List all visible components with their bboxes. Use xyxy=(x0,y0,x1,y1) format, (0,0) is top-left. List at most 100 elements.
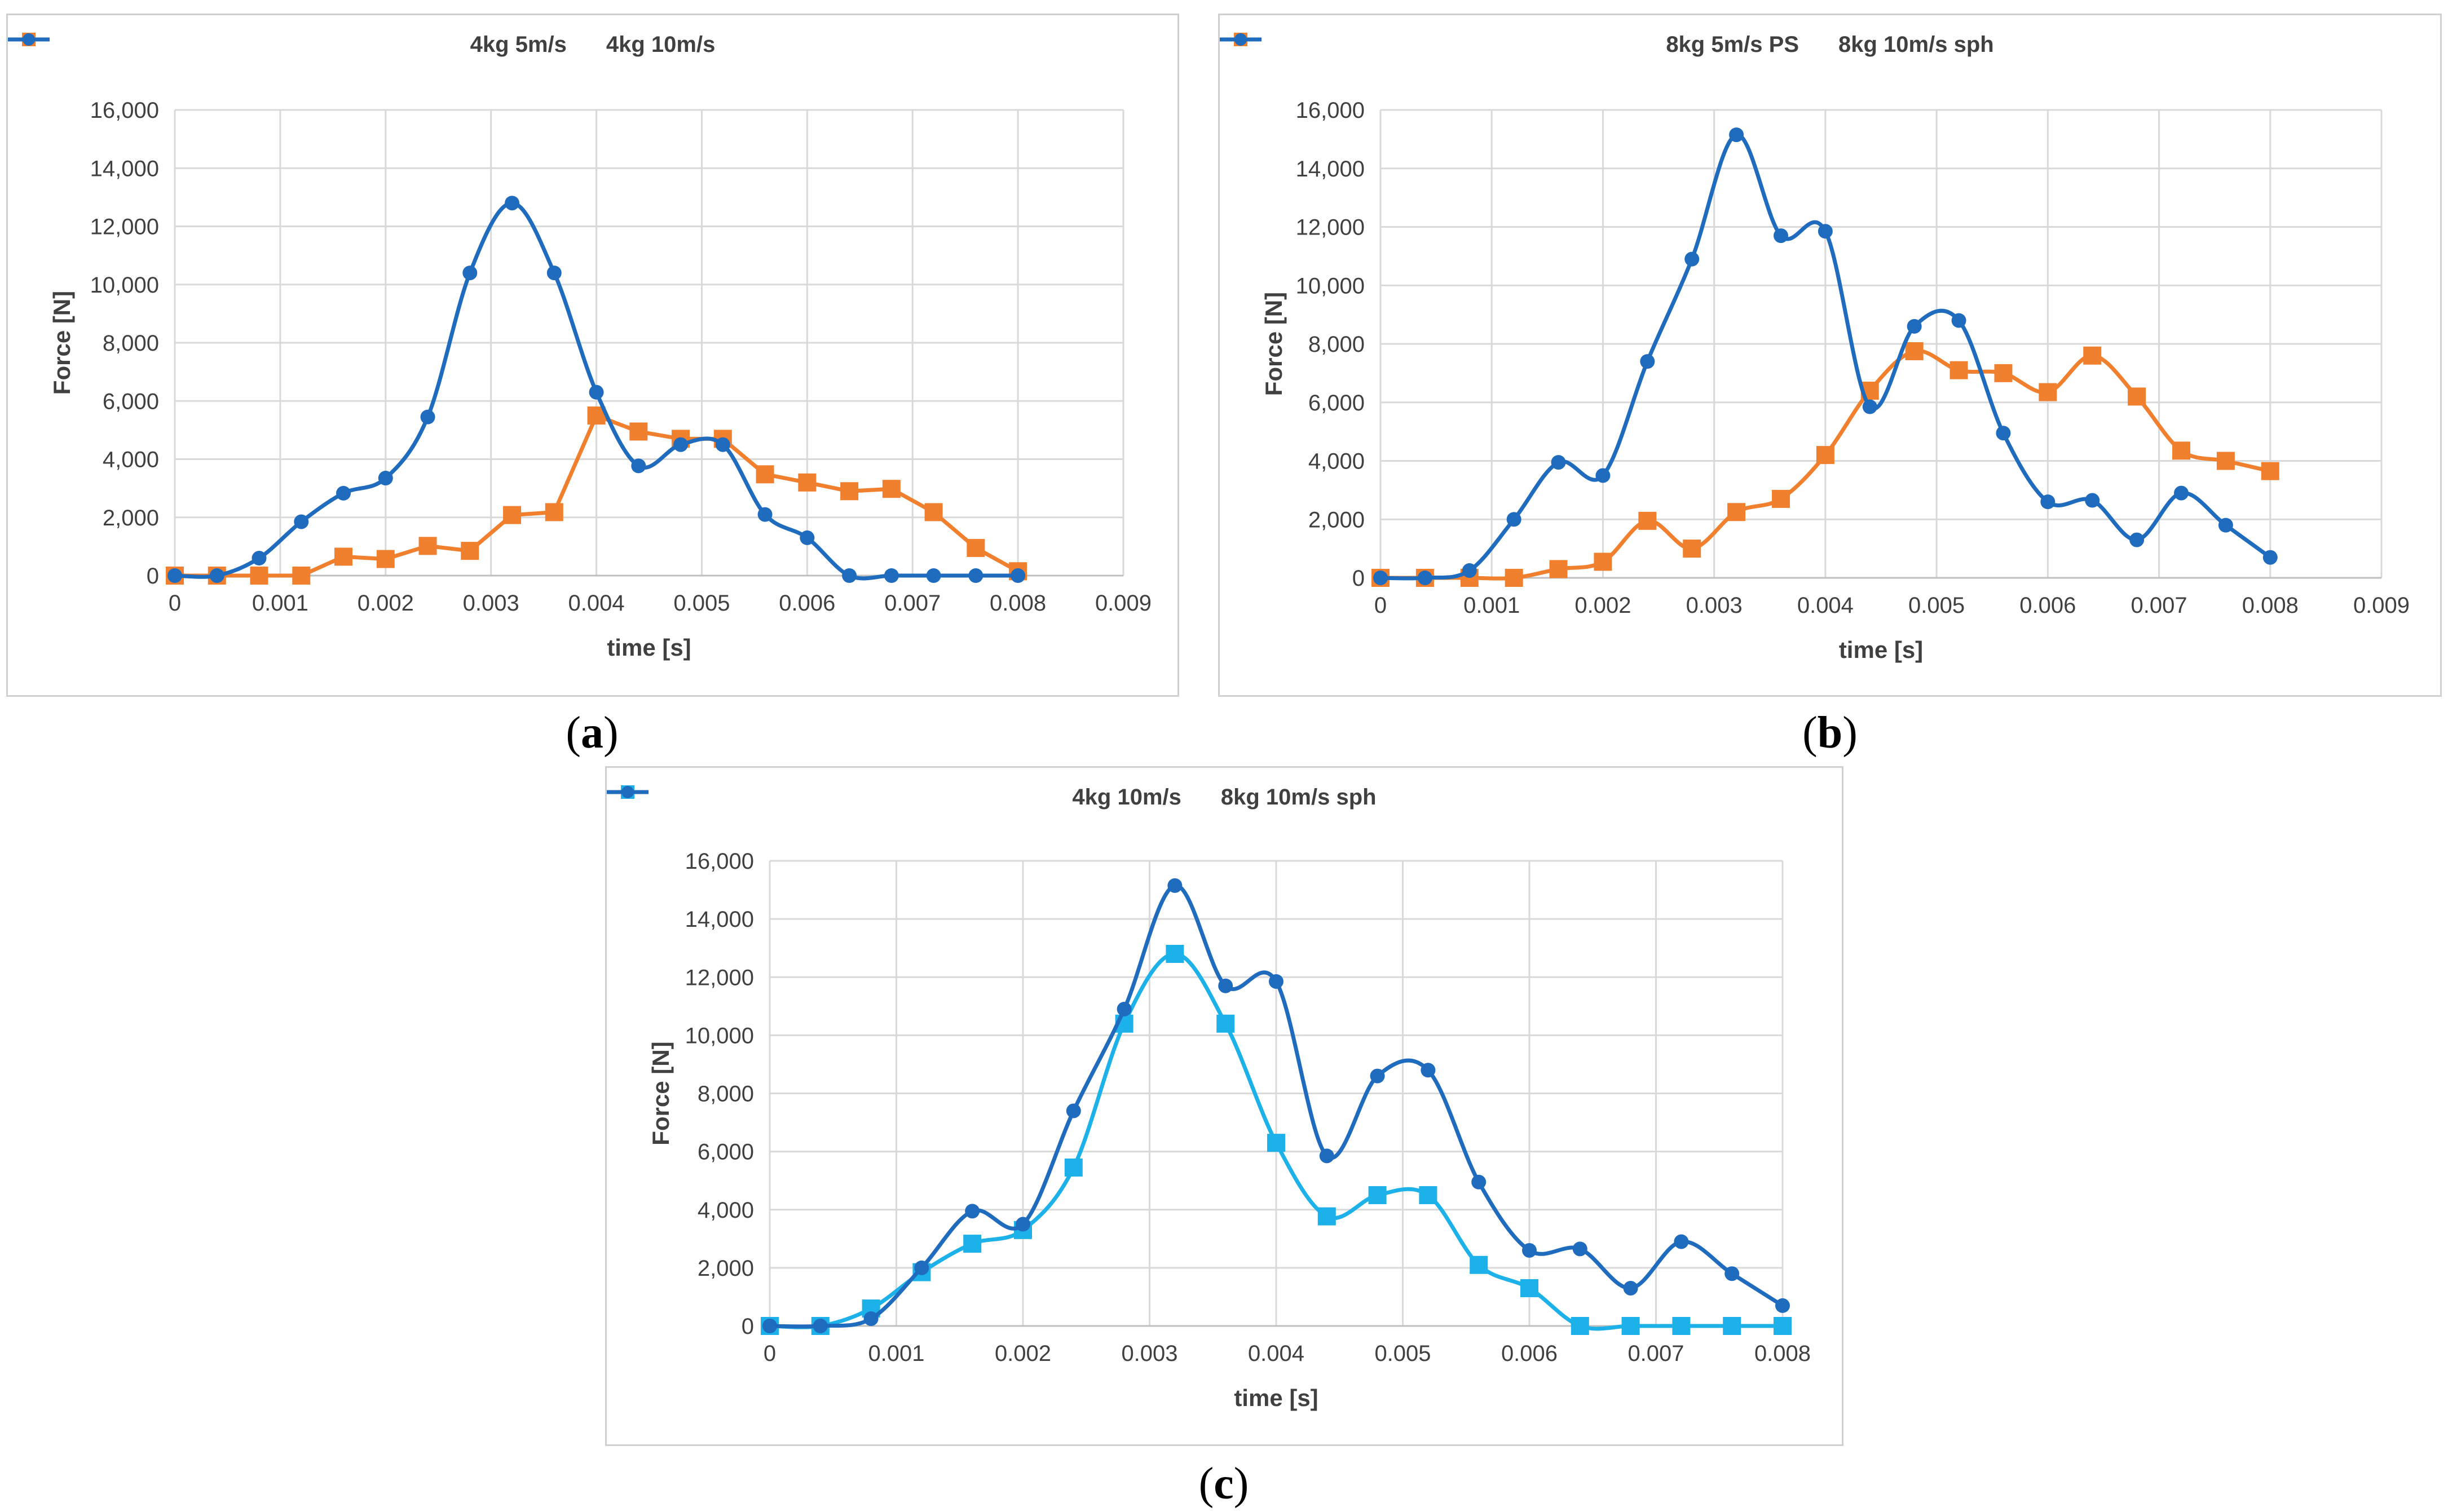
legend-label: 8kg 5m/s PS xyxy=(1666,32,1799,57)
data-point-square xyxy=(1520,1279,1538,1297)
y-tick-label: 4,000 xyxy=(698,1198,754,1223)
x-tick-label: 0.004 xyxy=(1797,593,1854,618)
data-point-circle xyxy=(1729,127,1744,143)
legend-swatch-blue-circle xyxy=(8,33,50,46)
data-point-circle xyxy=(1269,974,1283,989)
y-tick-label: 0 xyxy=(147,564,159,589)
legend-item: 8kg 10m/s sph xyxy=(607,785,1377,810)
data-point-square xyxy=(461,542,479,560)
data-point-square xyxy=(1368,1186,1387,1204)
data-point-circle xyxy=(1774,228,1788,244)
data-point-square xyxy=(1267,1134,1285,1152)
data-point-circle xyxy=(1818,224,1833,239)
data-point-circle xyxy=(1417,571,1432,585)
x-tick-label: 0.009 xyxy=(1095,591,1152,616)
data-point-circle xyxy=(589,384,604,400)
data-point-circle xyxy=(378,471,393,486)
x-tick-label: 0.008 xyxy=(990,591,1046,616)
x-tick-label: 0.005 xyxy=(673,591,730,616)
legend-item: 4kg 10m/s xyxy=(8,32,715,58)
x-tick-label: 0.004 xyxy=(1248,1341,1304,1366)
data-point-circle xyxy=(1506,512,1521,527)
data-point-square xyxy=(1594,552,1612,571)
x-tick-label: 0.005 xyxy=(1908,593,1965,618)
data-point-circle xyxy=(914,1260,929,1275)
data-point-circle xyxy=(762,1319,777,1333)
data-point-circle xyxy=(336,485,351,501)
data-point-circle xyxy=(800,530,815,545)
data-point-circle xyxy=(1421,1063,1436,1078)
x-tick-label: 0.001 xyxy=(252,591,308,616)
data-point-circle xyxy=(420,409,435,425)
y-tick-label: 6,000 xyxy=(698,1140,754,1165)
y-tick-label: 10,000 xyxy=(90,273,159,298)
data-point-circle xyxy=(1066,1103,1081,1118)
data-point-circle xyxy=(505,196,520,211)
data-point-circle xyxy=(968,568,983,583)
data-point-square xyxy=(1166,945,1184,963)
data-point-square xyxy=(1905,342,1924,360)
data-point-square xyxy=(2083,346,2102,365)
y-tick-label: 14,000 xyxy=(1296,157,1365,182)
y-tick-label: 2,000 xyxy=(698,1256,754,1281)
x-tick-label: 0 xyxy=(764,1341,776,1366)
data-point-square xyxy=(882,480,901,498)
y-tick-label: 2,000 xyxy=(103,506,159,530)
x-tick-label: 0.003 xyxy=(463,591,519,616)
data-point-circle xyxy=(1016,1217,1030,1232)
data-point-square xyxy=(1727,503,1746,521)
x-axis-title: time [s] xyxy=(1839,636,1923,663)
y-tick-label: 12,000 xyxy=(1296,215,1365,240)
caption-c: (c) xyxy=(1198,1459,1249,1509)
data-point-circle xyxy=(1319,1148,1334,1164)
data-point-circle xyxy=(209,568,224,583)
data-point-square xyxy=(1638,511,1657,530)
x-tick-label: 0.001 xyxy=(1463,593,1520,618)
data-point-circle xyxy=(1370,1068,1385,1084)
series-line-1 xyxy=(1378,348,2273,581)
data-point-circle xyxy=(884,568,899,583)
legend-item: 8kg 5m/s PS xyxy=(1220,32,1799,58)
x-tick-label: 0.007 xyxy=(2131,593,2187,618)
x-tick-label: 0.008 xyxy=(1754,1341,1811,1366)
data-point-circle xyxy=(1862,399,1877,414)
legend-item: 4kg 10m/s xyxy=(607,785,1181,810)
data-point-square xyxy=(1683,540,1701,558)
x-tick-label: 0.001 xyxy=(868,1341,924,1366)
caption-a: (a) xyxy=(566,708,619,758)
y-tick-label: 2,000 xyxy=(1308,507,1365,532)
data-point-square xyxy=(334,547,353,566)
data-point-square xyxy=(1949,361,1968,379)
data-point-square xyxy=(1317,1207,1336,1226)
x-tick-label: 0.006 xyxy=(1501,1341,1558,1366)
data-point-square xyxy=(629,422,648,441)
y-tick-label: 6,000 xyxy=(1308,391,1365,415)
data-point-square xyxy=(2128,387,2146,406)
data-point-square xyxy=(503,506,522,524)
caption-letter: a xyxy=(581,708,603,758)
chart-b: 0 2,000 4,000 6,000 8,000 10,000 12,000 14,000 1… xyxy=(1260,98,2410,663)
data-point-circle xyxy=(167,568,182,583)
x-tick-label: 0.007 xyxy=(1627,1341,1684,1366)
y-tick-label: 6,000 xyxy=(103,389,159,414)
y-tick-label: 0 xyxy=(1352,566,1365,591)
data-point-circle xyxy=(1640,354,1655,369)
data-point-square xyxy=(1816,446,1834,465)
data-point-circle xyxy=(1674,1234,1689,1249)
data-point-circle xyxy=(673,437,689,452)
y-axis-title: Force [N] xyxy=(1260,292,1287,396)
y-tick-label: 16,000 xyxy=(1296,98,1365,123)
data-point-square xyxy=(1505,569,1523,587)
y-tick-label: 16,000 xyxy=(685,849,754,874)
x-tick-label: 0.006 xyxy=(2019,593,2076,618)
y-tick-label: 8,000 xyxy=(1308,332,1365,357)
data-point-circle xyxy=(546,266,562,281)
x-tick-label: 0 xyxy=(1374,593,1387,618)
y-tick-label: 12,000 xyxy=(685,965,754,990)
data-point-circle xyxy=(1907,319,1922,334)
data-point-circle xyxy=(462,266,478,281)
data-point-square xyxy=(798,473,817,492)
y-tick-label: 8,000 xyxy=(103,331,159,356)
data-point-square xyxy=(963,1235,982,1253)
data-point-square xyxy=(1621,1317,1640,1335)
